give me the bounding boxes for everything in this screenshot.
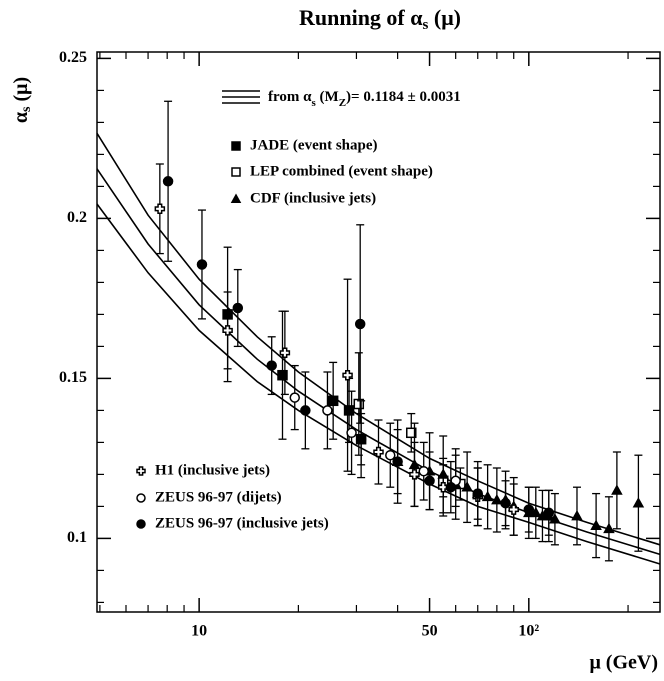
x-tick-label: 10²: [518, 623, 539, 640]
y-tick-label: 0.25: [59, 49, 87, 66]
marker: [472, 488, 483, 499]
theory-a: from α: [268, 89, 312, 105]
x-axis-label: μ (GeV): [589, 652, 658, 674]
marker: [590, 519, 602, 530]
marker: [632, 497, 645, 508]
legend-label: CDF (inclusive jets): [250, 190, 376, 206]
marker: [603, 522, 615, 534]
marker: [406, 427, 417, 439]
y-label-sub: s: [19, 106, 34, 112]
y-axis-label: αs (μ): [10, 77, 35, 123]
theory-sub2: Z: [339, 97, 346, 109]
marker: [461, 481, 473, 492]
marker: [437, 481, 449, 493]
marker: [222, 325, 233, 336]
theory-legend-lines: [222, 90, 260, 104]
marker: [424, 475, 435, 487]
marker: [162, 176, 174, 187]
y-tick-label: 0.1: [67, 529, 87, 546]
y-tick-label: 0.2: [67, 209, 87, 226]
marker: [481, 490, 494, 502]
y-tick-label: 0.15: [59, 369, 87, 386]
marker: [327, 395, 339, 407]
title-text: Running of α: [299, 5, 423, 30]
legend-marker: [136, 466, 146, 476]
marker: [300, 405, 311, 416]
marker: [571, 509, 583, 521]
marker: [523, 504, 535, 515]
marker: [373, 446, 384, 458]
marker: [409, 469, 420, 480]
marker: [289, 392, 301, 403]
legend-marker: [136, 519, 146, 529]
marker: [611, 484, 623, 495]
marker: [530, 506, 542, 518]
x-tick-label: 10: [191, 623, 207, 640]
marker: [508, 504, 519, 515]
marker: [322, 405, 333, 416]
marker: [354, 318, 366, 330]
marker: [232, 302, 244, 314]
marker: [385, 449, 396, 461]
plot-frame: [96, 51, 661, 613]
marker: [154, 203, 166, 215]
marker: [491, 493, 503, 505]
marker: [346, 427, 357, 439]
legend-marker: [231, 167, 241, 177]
marker: [342, 369, 353, 381]
theory-curve: [96, 203, 661, 565]
legend-marker: [231, 141, 241, 151]
legend-label: ZEUS 96-97 (dijets): [155, 489, 282, 505]
marker: [392, 456, 403, 467]
marker: [343, 405, 355, 416]
title-sub: s: [423, 17, 429, 33]
marker: [543, 507, 555, 519]
y-label-text: α: [10, 112, 32, 123]
marker: [266, 360, 277, 371]
marker: [353, 398, 365, 410]
theory-sub1: s: [312, 97, 317, 109]
legend-marker: [230, 193, 242, 203]
theory-c: )= 0.1184 ± 0.0031: [346, 89, 461, 105]
marker: [418, 465, 429, 477]
theory-legend-label: from αs (MZ)= 0.1184 ± 0.0031: [268, 89, 461, 108]
marker: [500, 497, 511, 509]
title-tail: (μ): [428, 5, 461, 30]
marker: [277, 369, 288, 381]
chart-title: Running of αs (μ): [299, 5, 461, 33]
marker: [445, 481, 457, 493]
marker: [196, 259, 208, 270]
x-tick-label: 50: [422, 623, 438, 640]
marker: [279, 347, 291, 359]
y-label-tail: (μ): [10, 77, 32, 107]
marker: [355, 433, 367, 445]
legend-label: ZEUS 96-97 (inclusive jets): [155, 515, 329, 531]
legend-label: H1 (inclusive jets): [155, 462, 270, 478]
theory-b: (M: [316, 89, 339, 105]
marker: [549, 513, 561, 524]
legend-label: JADE (event shape): [250, 137, 378, 153]
legend-label: LEP combined (event shape): [250, 163, 433, 179]
legend-marker: [136, 493, 146, 503]
